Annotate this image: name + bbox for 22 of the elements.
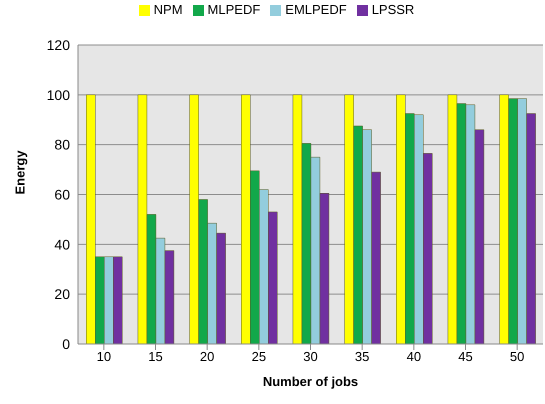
y-tick-label: 120 [46, 36, 70, 53]
x-tick-label: 35 [354, 349, 370, 364]
x-tick-label: 40 [406, 349, 422, 364]
y-tick-label: 40 [54, 236, 70, 252]
y-axis-title: Energy [12, 150, 28, 194]
y-tick-label: 20 [54, 286, 70, 302]
y-tick-label: 0 [62, 336, 70, 352]
legend-label: NPM [154, 2, 183, 17]
x-tick-label: 30 [303, 349, 318, 364]
y-tick-label: 60 [54, 186, 70, 202]
x-tick-label: 15 [148, 349, 163, 364]
legend-label: EMLPEDF [285, 2, 347, 17]
x-axis-title: Number of jobs [262, 374, 358, 389]
x-tick-label: 10 [96, 349, 112, 364]
legend-label: LPSSR [372, 2, 414, 17]
y-tick-label: 100 [46, 86, 70, 103]
x-tick-label: 50 [510, 349, 524, 364]
legend-label: MLPEDF [208, 2, 260, 17]
y-tick-label: 80 [54, 136, 70, 153]
x-tick-label: 45 [458, 349, 473, 364]
x-tick-label: 20 [200, 349, 214, 364]
x-tick-label: 25 [252, 349, 266, 364]
